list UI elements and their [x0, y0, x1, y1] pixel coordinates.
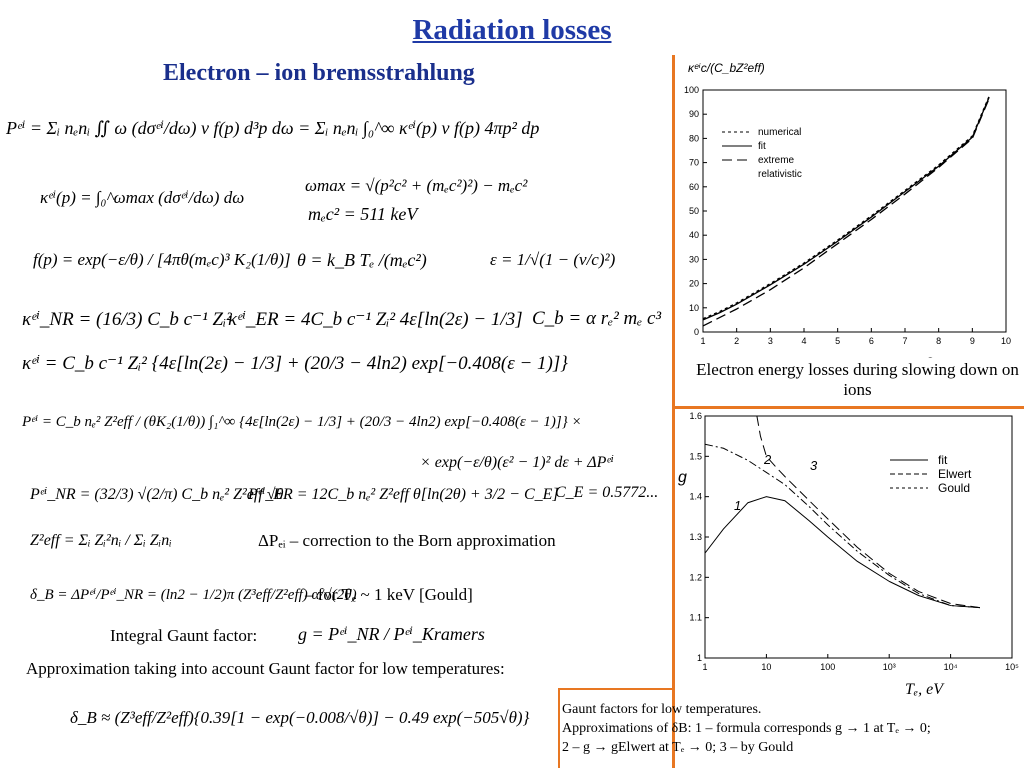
chart1-caption: Electron energy losses during slowing do… [696, 360, 1019, 399]
chart1-legend-label: fit [758, 141, 766, 152]
chart1-xtick-label: 1 [700, 336, 705, 346]
section-subtitle: Electron – ion bremsstrahlung [163, 60, 475, 86]
chart1-series-fit [702, 97, 990, 321]
gaunt-factor-chart: 1 10 100 10³ 10⁴ 10⁵ 1 1.1 1.2 1.3 1.4 1.5 1.6 1 2 3 f… [678, 411, 1019, 672]
chart2-curve-label: 3 [810, 458, 818, 473]
chart2-ytick-label: 1.2 [689, 572, 702, 582]
chart1-ytick-label: 50 [689, 206, 699, 216]
equation-power-full-2: × exp(−ε/θ)(ε² − 1)² dε + ΔPᵉⁱ [420, 454, 614, 471]
chart1-ytick-label: 80 [689, 133, 699, 143]
approx-text: Approximation taking into account Gaunt … [26, 659, 505, 678]
chart2-legend-label: Elwert [938, 467, 972, 481]
equation-distribution: f(p) = exp(−ε/θ) / [4πθ(mₑc)³ K₂(1/θ)] [33, 250, 291, 269]
chart1-ytick-label: 40 [689, 230, 699, 240]
equation-cb: C_b = α rₑ² mₑ c³ [532, 308, 662, 329]
note-divider-top [558, 688, 674, 690]
chart1-ytick-label: 60 [689, 182, 699, 192]
chart1-legend-label: relativistic [758, 169, 802, 180]
equation-kappa-nr: κᵉⁱ_NR = (16/3) C_b c⁻¹ Zᵢ² [22, 309, 232, 330]
gaunt-notes: Gaunt factors for low temperatures. Appr… [562, 700, 931, 757]
chart1-xtick-label: 7 [902, 336, 907, 346]
chart2-xtick-label: 100 [820, 662, 835, 672]
chart2-xtick-label: 10⁵ [1005, 662, 1019, 672]
equation-power: Pᵉⁱ = Σᵢ nₑnᵢ ∬ ω (dσᵉⁱ/dω) v f(p) d³p d… [6, 118, 540, 138]
equation-power-er: Pᵉⁱ_ER = 12C_b nₑ² Z²eff θ[ln(2θ) + 3/2 … [248, 486, 559, 503]
chart1-xtick-label: 6 [869, 336, 874, 346]
chart1-ytick-label: 100 [684, 85, 699, 95]
equation-kappa-full: κᵉⁱ = C_b c⁻¹ Zᵢ² {4ε[ln(2ε) − 1/3] + (2… [22, 353, 568, 374]
chart1-ytick-label: 0 [694, 327, 699, 337]
chart1-xtick-label: 8 [936, 336, 941, 346]
horizontal-divider [674, 406, 1024, 409]
energy-loss-chart: κᵉⁱc/(C_bZ²eff) 1 2 3 4 5 6 7 8 9 100102030405060… [684, 61, 1011, 358]
equation-epsilon: ε = 1/√(1 − (v/c)²) [490, 250, 616, 269]
chart1-xtick-label: 3 [768, 336, 773, 346]
equation-delta-b-approx: δ_B ≈ (Z³eff/Z²eff){0.39[1 − exp(−0.008/… [70, 708, 530, 727]
chart2-curve-label: 1 [734, 498, 741, 513]
chart2-series-Elwert [704, 443, 980, 609]
chart2-xtick-label: 10 [761, 662, 771, 672]
equation-mec2: mₑc² = 511 keV [308, 204, 418, 224]
chart2-ytick-label: 1.5 [689, 451, 702, 461]
page-title: Radiation losses [412, 14, 612, 46]
gaunt-label: Integral Gaunt factor: [110, 626, 258, 645]
chart2-ylabel: g [678, 469, 687, 486]
chart2-ytick-label: 1.1 [689, 613, 702, 623]
chart1-series-numerical [702, 95, 990, 320]
note-divider-left [558, 688, 560, 768]
chart2-curve-label: 2 [763, 452, 772, 467]
chart2-ytick-label: 1.6 [689, 411, 702, 421]
gould-note: – for Tₑ ~ 1 keV [Gould] [305, 585, 473, 604]
chart2-series-fit [704, 496, 980, 609]
chart1-legend-label: numerical [758, 127, 801, 138]
chart1-ytick-label: 20 [689, 279, 699, 289]
chart1-xtick-label: 9 [970, 336, 975, 346]
chart1-xtick-label: 10 [1001, 336, 1011, 346]
chart1-ytick-label: 90 [689, 109, 699, 119]
equation-power-nr: Pᵉⁱ_NR = (32/3) √(2/π) C_b nₑ² Z²eff √θ [30, 486, 284, 503]
equation-delta-b: δ_B = ΔPᵉⁱ/Pᵉⁱ_NR = (ln2 − 1/2)π (Z³eff/… [30, 587, 357, 603]
chart2-xtick-label: 10³ [883, 662, 896, 672]
equation-ce: C_E = 0.5772... [555, 484, 659, 501]
delta-p-note: ΔPₑᵢ – correction to the Born approximat… [258, 531, 556, 550]
chart1-xtick-label: 2 [734, 336, 739, 346]
chart2-series-Gould [756, 415, 980, 609]
chart2-xlabel: Tₑ, eV [905, 681, 943, 698]
chart1-frame [702, 89, 1007, 333]
equation-power-full-1: Pᵉⁱ = C_b nₑ² Z²eff / (θK₂(1/θ)) ∫₁^∞ {4… [22, 414, 582, 430]
note-line-1: Gaunt factors for low temperatures. [562, 702, 762, 717]
chart2-ytick-label: 1.3 [689, 532, 702, 542]
note-line-3: 2 – g → gElwert at Tₑ → 0; 3 – by Gould [562, 740, 794, 755]
chart1-xtick-label: 4 [801, 336, 806, 346]
chart2-ytick-label: 1 [697, 653, 702, 663]
chart2-legend-label: Gould [938, 481, 970, 495]
chart1-series-extreme-relativistic [702, 98, 990, 327]
equation-theta: θ = k_B Tₑ /(mₑc²) [297, 250, 427, 270]
chart1-xtick-label: 5 [835, 336, 840, 346]
chart2-frame [704, 415, 1013, 659]
chart1-ytick-label: 70 [689, 158, 699, 168]
chart2-xtick-label: 1 [702, 662, 707, 672]
equation-zeff: Z²eff = Σᵢ Zᵢ²nᵢ / Σᵢ Zᵢnᵢ [30, 532, 172, 549]
chart2-legend-label: fit [938, 453, 948, 467]
chart2-xtick-label: 10⁴ [944, 662, 958, 672]
chart1-ytick-label: 30 [689, 254, 699, 264]
gaunt-equation: g = Pᵉⁱ_NR / Pᵉⁱ_Kramers [298, 624, 485, 644]
note-line-2: Approximations of δB: 1 – formula corres… [562, 721, 931, 736]
chart1-title: κᵉⁱc/(C_bZ²eff) [688, 61, 765, 75]
chart1-xlabel: ε [926, 353, 934, 358]
chart1-ytick-label: 10 [689, 303, 699, 313]
equation-omega-max: ωmax = √(p²c² + (mₑc²)²) − mₑc² [305, 176, 528, 195]
equation-kappa-er: κᵉⁱ_ER = 4C_b c⁻¹ Zᵢ² 4ε[ln(2ε) − 1/3] [228, 309, 523, 330]
chart1-legend-label: extreme [758, 155, 795, 166]
chart2-ytick-label: 1.4 [689, 492, 702, 502]
equation-kappa: κᵉⁱ(p) = ∫₀^ωmax (dσᵉⁱ/dω) dω [40, 188, 245, 207]
vertical-divider [672, 55, 675, 768]
